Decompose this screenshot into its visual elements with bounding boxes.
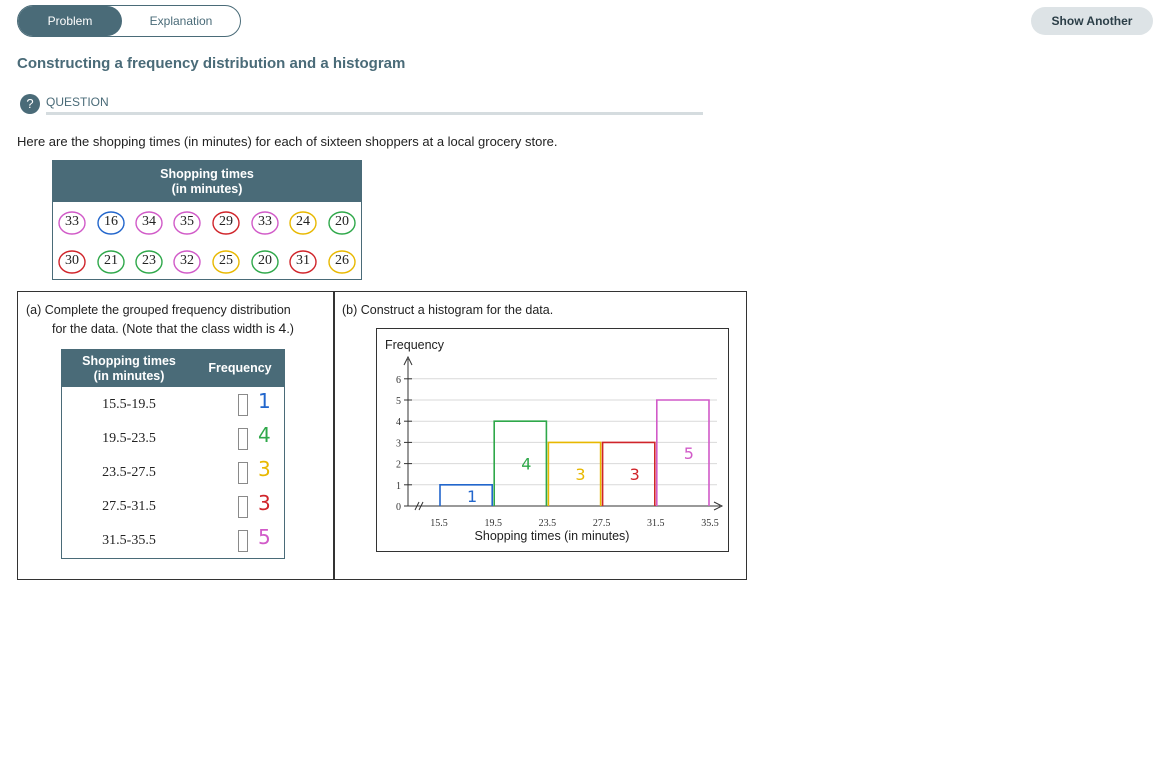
histogram-bar [547, 441, 602, 506]
handwritten-frequency: 1 [258, 389, 271, 413]
histogram-bar [656, 399, 710, 506]
part-a-text-line1: (a) Complete the grouped frequency distr… [26, 303, 291, 317]
bar-annotation: 3 [630, 465, 640, 484]
data-table-header-line2: (in minutes) [171, 182, 243, 196]
data-value: 26 [335, 253, 349, 268]
frequency-input[interactable] [238, 428, 248, 450]
class-interval: 31.5-35.5 [102, 533, 156, 548]
part-a-text-line2: for the data. (Note that the class width… [52, 319, 294, 338]
question-prompt: Here are the shopping times (in minutes)… [17, 134, 558, 149]
page-title: Constructing a frequency distribution an… [17, 55, 406, 72]
x-tick-label: 35.5 [701, 518, 719, 529]
y-tick-label: 5 [396, 396, 401, 407]
data-value: 33 [258, 214, 272, 229]
y-tick-label: 6 [396, 375, 401, 386]
part-b-text: (b) Construct a histogram for the data. [342, 303, 554, 317]
bar-annotation: 3 [575, 465, 585, 484]
data-value: 34 [142, 214, 156, 229]
data-value: 20 [335, 214, 349, 229]
y-tick-label: 3 [396, 438, 401, 449]
data-value: 24 [296, 214, 310, 229]
question-label: QUESTION [46, 95, 109, 109]
x-axis-arrow [713, 501, 724, 511]
frequency-input[interactable] [238, 530, 248, 552]
show-another-button[interactable]: Show Another [1031, 7, 1153, 35]
y-tick-label: 4 [396, 417, 401, 428]
view-tabs: Problem Explanation [17, 5, 241, 37]
question-divider [46, 112, 703, 115]
col-times-line2: (in minutes) [93, 369, 165, 383]
class-interval: 19.5-23.5 [102, 431, 156, 446]
part-a-note-text: for the data. (Note that the class width… [52, 322, 279, 336]
handwritten-frequency: 3 [258, 491, 271, 515]
question-icon: ? [20, 94, 40, 114]
x-axis-label: Shopping times (in minutes) [475, 529, 630, 543]
data-value: 23 [142, 253, 156, 268]
frequency-table: Shopping times (in minutes) Frequency 15… [61, 349, 285, 559]
frequency-table-col-times: Shopping times (in minutes) [62, 350, 196, 387]
tab-explanation[interactable]: Explanation [149, 14, 213, 28]
tab-problem[interactable]: Problem [18, 6, 122, 36]
histogram-bar [601, 441, 656, 506]
bar-annotation: 1 [467, 487, 477, 506]
data-value: 32 [180, 253, 194, 268]
x-tick-label: 15.5 [430, 518, 448, 529]
y-tick-label: 2 [396, 460, 401, 471]
data-value: 31 [296, 253, 310, 268]
data-value: 25 [219, 253, 233, 268]
x-tick-label: 23.5 [539, 518, 557, 529]
axis-break [414, 501, 424, 511]
data-table: Shopping times (in minutes) 33 16 34 35 29 33… [52, 160, 362, 280]
data-table-header-line1: Shopping times [160, 167, 254, 181]
data-value: 20 [258, 253, 272, 268]
handwritten-frequency: 5 [258, 525, 271, 549]
y-axis-arrow [403, 355, 413, 366]
class-interval: 27.5-31.5 [102, 499, 156, 514]
col-times-line1: Shopping times [82, 354, 176, 368]
data-value: 21 [104, 253, 118, 268]
handwritten-frequency: 3 [258, 457, 271, 481]
histogram-box: Frequency 0 1 2 3 4 5 6 15.5 19.5 23.5 27.5 31.5 35.5… [376, 328, 729, 552]
bar-annotation: 4 [521, 455, 531, 474]
x-tick-label: 31.5 [647, 518, 665, 529]
data-table-header: Shopping times (in minutes) [53, 161, 361, 202]
frequency-input[interactable] [238, 462, 248, 484]
x-tick-label: 27.5 [593, 518, 611, 529]
class-interval: 15.5-19.5 [102, 397, 156, 412]
data-value: 30 [65, 253, 79, 268]
frequency-input[interactable] [238, 394, 248, 416]
data-value: 29 [219, 214, 233, 229]
class-interval: 23.5-27.5 [102, 465, 156, 480]
data-value: 33 [65, 214, 79, 229]
y-tick-label: 1 [396, 481, 401, 492]
histogram-bar [439, 484, 493, 506]
class-width-value: 4 [278, 320, 287, 336]
histogram-chart[interactable]: Frequency 0 1 2 3 4 5 6 15.5 19.5 23.5 27.5 31.5 35.5… [377, 329, 728, 551]
y-axis-label: Frequency [385, 338, 445, 352]
y-tick-label: 0 [396, 502, 401, 513]
part-a-note-end: .) [286, 322, 294, 336]
data-value: 16 [104, 214, 118, 229]
frequency-input[interactable] [238, 496, 248, 518]
histogram-bar [493, 420, 548, 506]
handwritten-frequency: 4 [258, 423, 271, 447]
bar-annotation: 5 [684, 444, 694, 463]
data-value: 35 [180, 214, 194, 229]
frequency-table-col-frequency: Frequency [196, 350, 284, 387]
panel-part-b: (b) Construct a histogram for the data. [333, 291, 747, 580]
x-tick-label: 19.5 [484, 518, 502, 529]
panel-part-a: (a) Complete the grouped frequency distr… [17, 291, 335, 580]
